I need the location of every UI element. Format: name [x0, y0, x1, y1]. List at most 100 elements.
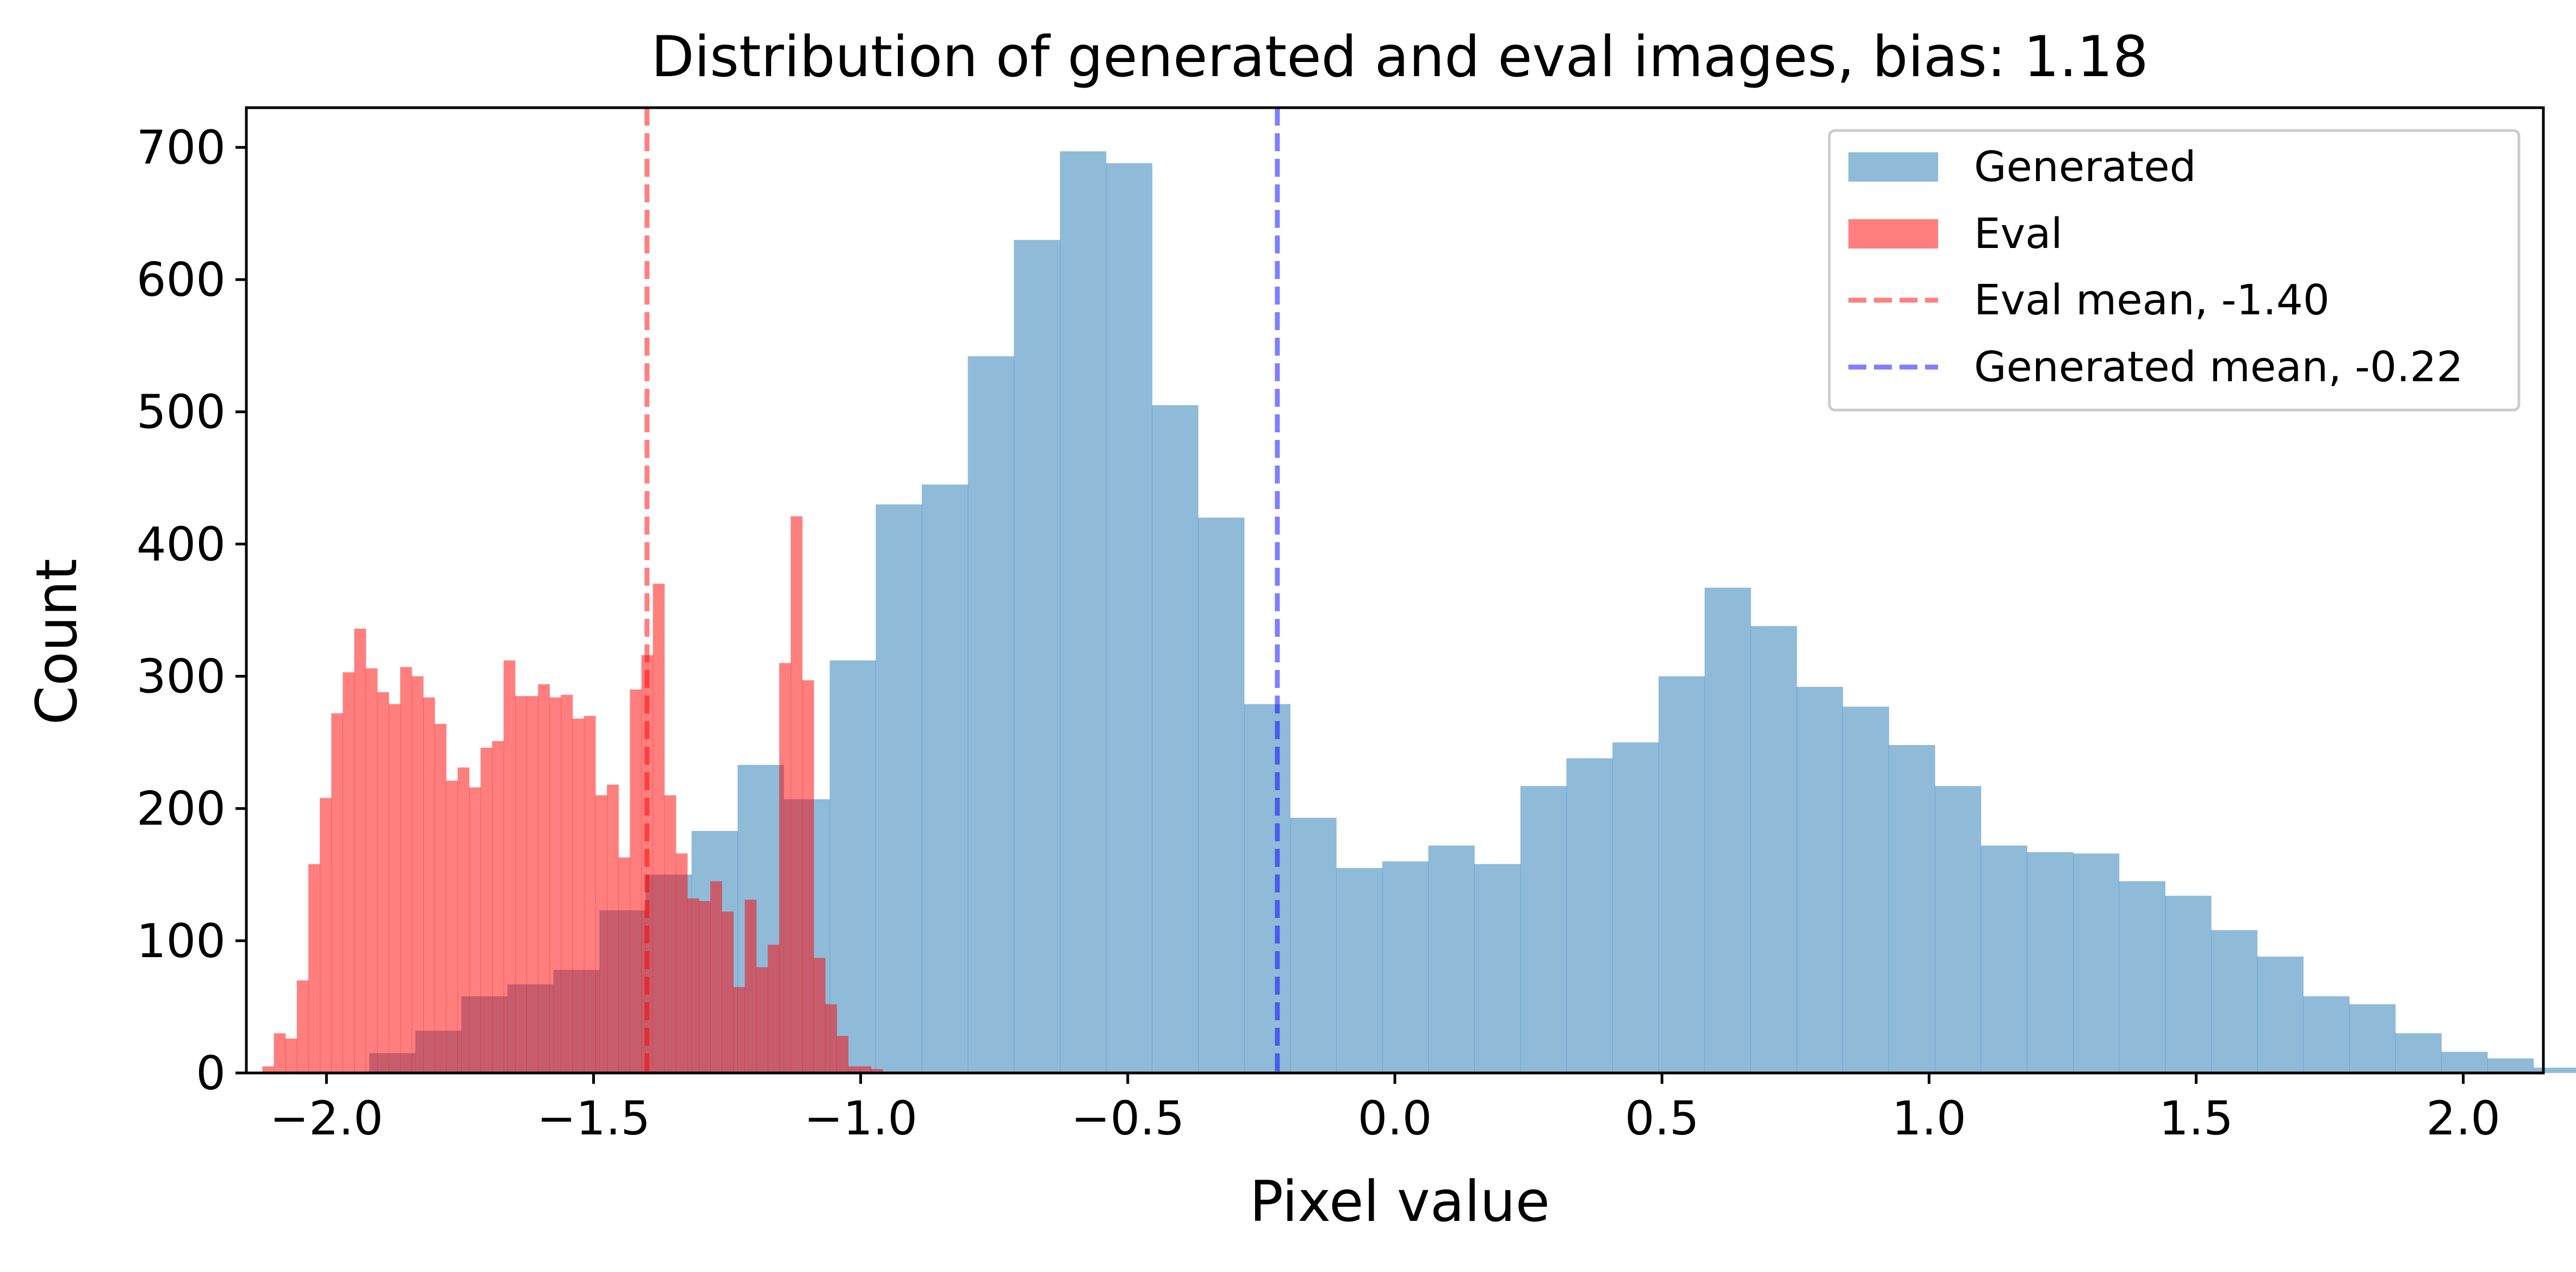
generated-bar — [2395, 1033, 2442, 1073]
legend: Generated Eval Eval mean, -1.40 Generated m… — [1828, 129, 2521, 412]
eval-bar — [296, 980, 309, 1073]
eval-bar — [871, 1069, 883, 1073]
x-tick-label: 2.0 — [2426, 1091, 2500, 1146]
legend-label-eval: Eval — [1974, 210, 2063, 258]
eval-bar — [343, 672, 355, 1073]
eval-bar — [412, 676, 424, 1073]
generated-bar — [1796, 687, 1843, 1073]
plot-frame — [245, 106, 2545, 1075]
y-axis-label: Count — [24, 559, 90, 725]
eval-bar — [572, 718, 585, 1073]
generated-bar — [1566, 758, 1613, 1073]
eval-bar — [274, 1033, 286, 1073]
eval-bar — [584, 716, 596, 1073]
x-tick-label: 0.0 — [1358, 1091, 1432, 1146]
eval-bar — [320, 798, 332, 1073]
legend-swatch-generated — [1848, 152, 1938, 182]
eval-bar — [515, 696, 527, 1073]
x-tick-label: −1.5 — [537, 1091, 650, 1146]
eval-bar — [779, 663, 791, 1073]
generated-bar — [1106, 163, 1153, 1073]
generated-bar — [922, 484, 969, 1073]
eval-bar — [733, 986, 746, 1073]
generated-bar — [1612, 742, 1659, 1073]
y-tick-label: 600 — [136, 253, 226, 307]
generated-bar — [1290, 817, 1337, 1073]
y-tick-label: 200 — [136, 782, 226, 836]
eval-bar — [285, 1038, 297, 1073]
x-tick-label: 1.5 — [2159, 1091, 2233, 1146]
eval-bar — [377, 692, 389, 1073]
eval-bar — [526, 696, 538, 1073]
eval-bar — [561, 694, 573, 1073]
eval-bar — [653, 584, 665, 1073]
eval-bar — [308, 864, 320, 1073]
generated-bar — [1704, 587, 1751, 1073]
legend-swatch-eval — [1848, 219, 1938, 249]
generated-bar — [1198, 517, 1245, 1073]
eval-bar — [767, 945, 780, 1073]
eval-bar — [480, 747, 493, 1073]
eval-bar — [469, 787, 481, 1073]
generated-bar — [2303, 996, 2350, 1073]
eval-bar — [365, 668, 378, 1073]
generated-bar — [2533, 1068, 2576, 1073]
y-tick-label: 100 — [136, 914, 226, 969]
eval-bar — [595, 795, 607, 1073]
y-tick-label: 400 — [136, 517, 226, 572]
x-tick-label: 0.5 — [1625, 1091, 1699, 1146]
eval-bar — [664, 795, 676, 1073]
chart-title: Distribution of generated and eval image… — [651, 24, 2148, 90]
eval-bar — [699, 901, 711, 1073]
generated-bar — [967, 356, 1015, 1073]
eval-bar — [457, 767, 470, 1073]
generated-bar — [2119, 881, 2165, 1073]
y-tick-label: 0 — [196, 1046, 226, 1101]
generated-bar — [2072, 853, 2120, 1073]
generated-bar — [1152, 405, 1199, 1073]
legend-box — [1828, 129, 2521, 412]
eval-bar — [710, 881, 722, 1073]
eval-bar — [331, 713, 343, 1073]
eval-bar — [446, 780, 458, 1073]
eval-bar — [687, 898, 699, 1073]
generated-bar — [1474, 864, 1521, 1073]
eval-bar — [607, 784, 619, 1073]
eval-bar — [434, 724, 446, 1073]
eval-bar — [722, 911, 734, 1073]
generated-bar — [1428, 845, 1475, 1073]
x-axis: −2.0 −1.5 −1.0 −0.5 0.0 0.5 1.0 1.5 2.0 — [270, 1073, 2500, 1146]
eval-bar — [400, 667, 412, 1073]
generated-bar — [2257, 957, 2304, 1073]
eval-bar — [756, 967, 768, 1073]
generated-bar — [876, 504, 922, 1074]
eval-bar — [790, 516, 803, 1073]
eval-bar — [388, 704, 401, 1073]
x-tick-label: −2.0 — [270, 1091, 383, 1146]
eval-bar — [618, 857, 630, 1073]
eval-bar — [825, 1004, 837, 1073]
eval-bar — [503, 660, 516, 1073]
y-axis: 0 100 200 300 400 500 600 700 — [136, 121, 246, 1101]
legend-label-mean-1: Generated mean, -0.22 — [1974, 343, 2463, 392]
generated-bar — [2165, 896, 2212, 1073]
generated-bar — [2211, 930, 2258, 1073]
x-tick-label: −0.5 — [1071, 1091, 1184, 1146]
generated-bar — [1336, 868, 1383, 1073]
eval-bar — [675, 853, 688, 1073]
generated-bar — [1751, 626, 1797, 1073]
y-tick-label: 700 — [136, 121, 226, 175]
generated-bar — [2487, 1058, 2534, 1073]
generated-bar — [1658, 676, 1705, 1073]
generated-bar — [1520, 786, 1567, 1073]
eval-bar — [848, 1066, 860, 1073]
eval-bars — [262, 516, 883, 1073]
eval-bar — [549, 697, 562, 1073]
generated-bar — [1382, 861, 1429, 1073]
eval-bar — [859, 1066, 872, 1073]
eval-bar — [262, 1066, 275, 1073]
eval-bar — [744, 899, 757, 1073]
generated-bar — [2349, 1004, 2396, 1073]
x-tick-label: −1.0 — [804, 1091, 917, 1146]
